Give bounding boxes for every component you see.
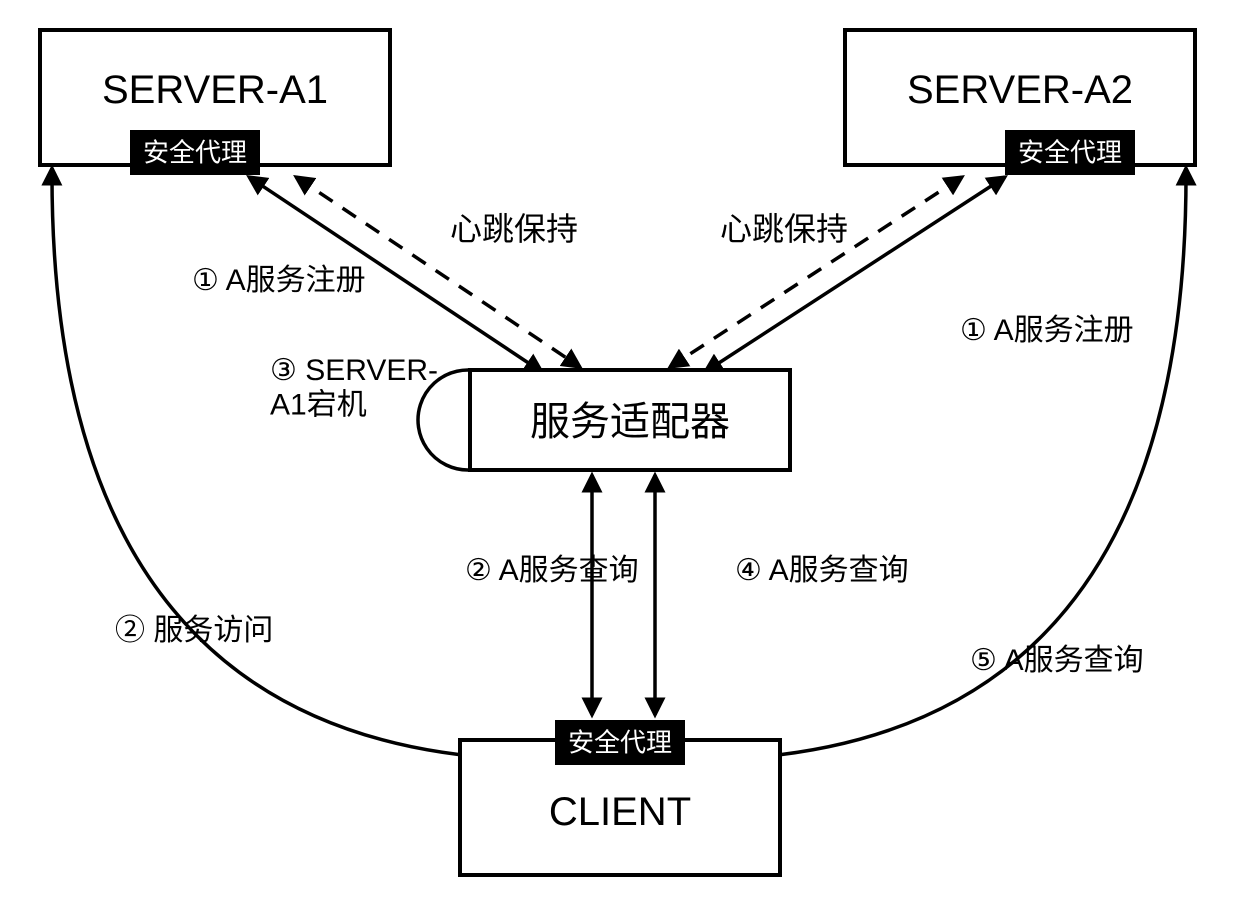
node-label-client: CLIENT xyxy=(549,790,691,834)
edge-a2-hb xyxy=(670,177,962,367)
edge-label-q4: ④ A服务查询 xyxy=(735,554,909,587)
badge-label-server_a1: 安全代理 xyxy=(143,138,247,168)
edge-label-a2-hb: 心跳保持 xyxy=(720,211,848,247)
edge-label-q2: ② A服务查询 xyxy=(465,554,639,587)
node-label-server_a1: SERVER-A1 xyxy=(102,68,328,112)
edge-label-a1-reg: ① A服务注册 xyxy=(192,264,366,297)
edge-label-a2-reg: ① A服务注册 xyxy=(960,314,1134,347)
node-label-adapter: 服务适配器 xyxy=(530,400,730,444)
badge-label-client: 安全代理 xyxy=(568,728,672,758)
badge-label-server_a2: 安全代理 xyxy=(1018,138,1122,168)
edge-label-visit: ② 服务访问 xyxy=(115,614,273,647)
selfloop-label: ③ SERVER-A1宕机 xyxy=(270,354,438,422)
edge-label-q5: ⑤ A服务查询 xyxy=(970,644,1144,677)
edge-label-a1-hb: 心跳保持 xyxy=(450,211,578,247)
node-label-server_a2: SERVER-A2 xyxy=(907,68,1133,112)
